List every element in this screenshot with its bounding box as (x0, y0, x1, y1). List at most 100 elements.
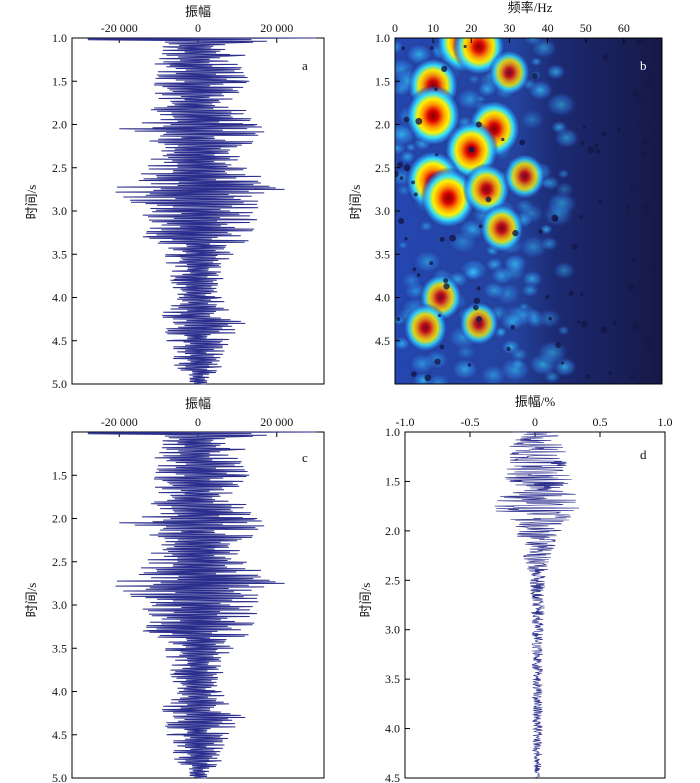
y-tick-label: 3.0 (52, 598, 67, 612)
spectrum-speckle (435, 153, 439, 157)
trace-line (87, 431, 317, 779)
x-tick-label: 10 (427, 21, 439, 35)
spectrum-speckle (399, 176, 404, 180)
x-tick-label: -0.5 (461, 415, 480, 429)
spectrum-speckle (404, 237, 408, 241)
x-tick-label: -20 000 (101, 21, 138, 35)
spectrum-speckle (627, 334, 631, 338)
spectrum-speckle (429, 261, 434, 266)
ticks: 0 10 20 30 40 50 60 1.0 1.5 2.0 2.5 3.0 3.5 4.0 4.5 (375, 21, 630, 348)
spectrum-speckle (476, 316, 483, 323)
y-tick-label: 4.0 (375, 291, 390, 305)
x-tick-label: 0.5 (593, 415, 608, 429)
spectrum-blob (543, 90, 578, 119)
x-axis-title: 频率/Hz (508, 0, 553, 15)
spectrum-speckle (625, 210, 629, 214)
spectrum-speckle (594, 143, 599, 148)
y-tick-label: 1.5 (385, 474, 400, 488)
spectrum-blob (551, 260, 577, 281)
y-tick-label: 3.5 (375, 247, 390, 261)
y-tick-label: 2.5 (385, 573, 400, 587)
spectrum-hotspot (503, 153, 546, 200)
spectrum-speckle (412, 267, 417, 272)
spectrum-blob (529, 56, 543, 67)
spectrum-blob (545, 63, 567, 81)
spectrum-speckle (424, 374, 432, 382)
y-tick-label: 5.0 (52, 771, 67, 783)
spectrum-blob (539, 235, 560, 252)
spectrum-speckle (403, 116, 410, 123)
spectrum-speckle (629, 374, 635, 379)
spectrum-hotspot (405, 85, 462, 147)
spectrum-speckle (647, 346, 652, 351)
spectrum-speckle (429, 46, 434, 50)
spectrum-speckle (651, 268, 656, 273)
ticks: -1.0 -0.5 0 0.5 1.0 1.0 1.5 2.0 2.5 3.0 3.5 4.0 4.5 (385, 415, 673, 783)
x-axis-title: 振幅 (185, 396, 211, 411)
spectrum-speckle (646, 339, 651, 344)
spectrum-speckle (582, 125, 587, 130)
spectrum-speckle (449, 234, 456, 242)
x-tick-label: 60 (618, 21, 630, 35)
spectrum-blob (518, 108, 547, 131)
spectrum-speckle (519, 139, 526, 146)
panel-c: 振幅 时间/s c -20 000 0 20 000 1.5 2.0 2.5 3.0 3.5 4… (24, 396, 325, 783)
spectrum-speckle (580, 320, 588, 328)
spectrum-speckle (612, 320, 617, 325)
y-tick-label: 3.5 (385, 672, 400, 686)
spectrum-speckle (649, 71, 653, 75)
spectrum-blob (449, 356, 481, 382)
spectrum-blob (399, 270, 424, 291)
spectrum-speckle (607, 370, 613, 376)
spectrum-speckle (629, 187, 634, 192)
spectrum-speckle (632, 91, 638, 97)
spectrum-blob (556, 168, 571, 180)
spectrum-blob (418, 219, 435, 233)
spectrum-speckle (403, 164, 411, 172)
spectrum-speckle (434, 358, 441, 365)
panel-b: 频率/Hz 时间/s b 0 10 20 30 40 50 60 1.0 1.5 2.0 2.5 3.… (348, 0, 663, 385)
spectrum-blob (462, 264, 484, 282)
y-tick-label: 4.0 (52, 291, 67, 305)
y-axis-title: 时间/s (24, 185, 39, 220)
spectrum-speckle (598, 199, 602, 204)
spectrum-blob (520, 282, 541, 299)
spectrum-speckle (638, 38, 646, 44)
y-tick-label: 4.5 (385, 771, 400, 783)
x-tick-label: 20 000 (260, 21, 293, 35)
spectrum-speckle (571, 243, 578, 251)
y-tick-label: 5.0 (52, 377, 67, 391)
spectrum-speckle (439, 236, 445, 242)
spectrum-speckle (396, 317, 401, 322)
y-tick-label: 1.5 (52, 74, 67, 88)
x-tick-label: 0 (195, 21, 201, 35)
trace-line (87, 37, 317, 385)
y-tick-label: 1.5 (52, 468, 67, 482)
spectrum-speckle (628, 283, 635, 291)
spectrum-speckle (641, 137, 649, 145)
y-tick-label: 2.0 (52, 118, 67, 132)
spectrum-blob (446, 228, 480, 256)
spectrum-speckle (585, 373, 590, 379)
spectrum-speckle (443, 278, 449, 284)
x-tick-label: 1.0 (658, 415, 673, 429)
spectrum-hotspot (458, 301, 500, 346)
spectrum-speckle (501, 137, 505, 142)
spectrum-speckle (473, 304, 479, 311)
panel-d: 振幅/% 时间/s d -1.0 -0.5 0 0.5 1.0 1.0 1.5 2.0 2.5 3… (358, 394, 673, 783)
x-tick-label: 50 (580, 21, 592, 35)
y-tick-label: 2.5 (52, 555, 67, 569)
spectrum-hotspot (462, 163, 511, 216)
spectrum-speckle (551, 214, 559, 222)
spectrum-blob (540, 200, 575, 229)
spectrum-speckle (476, 286, 481, 291)
x-tick-label: 0 (532, 415, 538, 429)
spectrum-speckle (401, 46, 405, 51)
spectrum-hotspot (420, 167, 477, 229)
spectrum-speckle (439, 344, 445, 350)
panel-letter: b (640, 58, 647, 73)
spectrum-speckle (410, 371, 417, 377)
y-axis-title: 时间/s (24, 583, 39, 618)
y-tick-label: 3.0 (52, 204, 67, 218)
spectrum-blob (540, 174, 562, 192)
